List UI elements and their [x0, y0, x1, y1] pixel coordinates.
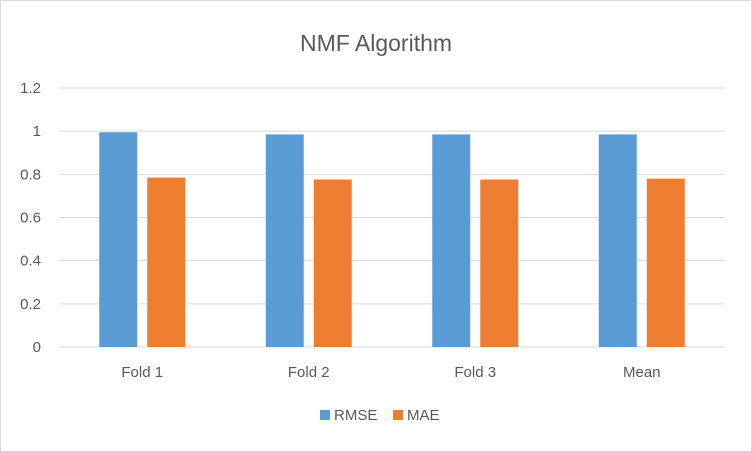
bar-mae-4 — [646, 178, 685, 347]
legend: RMSE MAE — [320, 407, 440, 424]
bar-rmse-1 — [99, 132, 138, 347]
bar-rmse-4 — [598, 134, 637, 347]
x-tick-label: Fold 1 — [121, 364, 163, 381]
x-tick-label: Fold 3 — [454, 364, 496, 381]
legend-swatch-mae — [393, 410, 403, 420]
bar-rmse-3 — [432, 134, 471, 347]
y-tick-label: 1.2 — [20, 80, 41, 97]
bar-rmse-2 — [265, 134, 304, 347]
y-tick-label: 0.6 — [20, 210, 41, 227]
bar-mae-3 — [480, 179, 519, 347]
legend-label-mae: MAE — [407, 407, 440, 424]
bar-mae-2 — [313, 179, 352, 347]
bars — [99, 132, 685, 347]
legend-swatch-rmse — [320, 410, 330, 420]
x-axis-ticks: Fold 1 Fold 2 Fold 3 Mean — [121, 364, 660, 381]
y-tick-label: 0.4 — [20, 253, 41, 270]
y-tick-label: 1 — [33, 123, 41, 140]
y-tick-label: 0.8 — [20, 166, 41, 183]
bar-mae-1 — [147, 177, 186, 347]
y-tick-label: 0.2 — [20, 296, 41, 313]
legend-label-rmse: RMSE — [334, 407, 377, 424]
x-tick-label: Fold 2 — [288, 364, 330, 381]
chart-title: NMF Algorithm — [300, 30, 452, 56]
y-tick-label: 0 — [33, 339, 41, 356]
y-axis-ticks: 0 0.2 0.4 0.6 0.8 1 1.2 — [20, 80, 41, 356]
x-tick-label: Mean — [623, 364, 661, 381]
